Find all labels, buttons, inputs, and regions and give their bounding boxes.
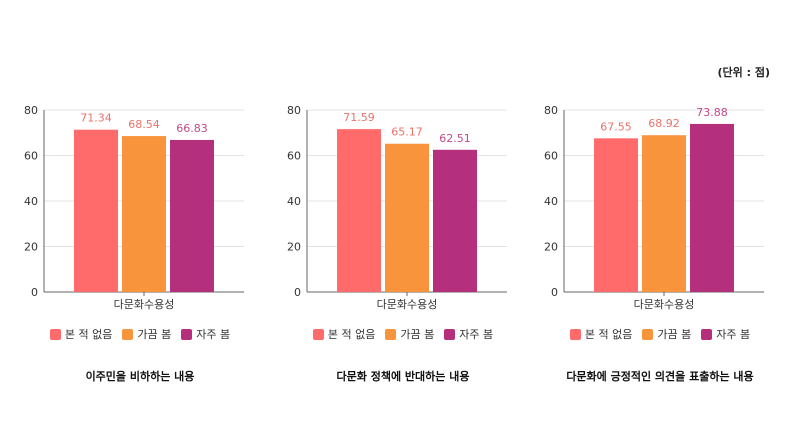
y-tick-label: 60 bbox=[544, 150, 558, 163]
x-category-label: 다문화수용성 bbox=[377, 298, 438, 311]
bar-value-label: 71.34 bbox=[80, 112, 112, 125]
bar-chart-3: 0 20 40 60 80 67.55 68.92 73.88 다문화수용성 bbox=[544, 104, 764, 311]
legend-label: 자주 봄 bbox=[716, 328, 751, 341]
legend-swatch bbox=[569, 328, 581, 340]
y-tick-label: 80 bbox=[287, 104, 301, 117]
bar-3 bbox=[690, 123, 734, 292]
legend-swatch bbox=[444, 328, 456, 340]
legend-item-sometimes: 가끔 봄 bbox=[642, 326, 691, 342]
y-tick-label: 60 bbox=[24, 150, 38, 163]
legend-item-never: 본 적 없음 bbox=[49, 326, 113, 342]
legend-item-sometimes: 가끔 봄 bbox=[385, 326, 434, 342]
bar-value-label: 62.51 bbox=[439, 132, 471, 145]
legend-swatch bbox=[312, 328, 324, 340]
legend-swatch bbox=[181, 328, 193, 340]
x-category-label: 다문화수용성 bbox=[114, 298, 175, 311]
y-tick-label: 0 bbox=[294, 286, 301, 299]
y-tick-label: 20 bbox=[287, 241, 301, 254]
bar-1 bbox=[74, 129, 118, 292]
legend-3: 본 적 없음 가끔 봄 자주 봄 bbox=[540, 326, 780, 342]
legend-swatch bbox=[122, 328, 134, 340]
legend-item-often: 자주 봄 bbox=[444, 326, 493, 342]
unit-label: (단위 : 점) bbox=[717, 66, 770, 79]
y-tick-label: 20 bbox=[24, 241, 38, 254]
legend-label: 가끔 봄 bbox=[137, 328, 172, 341]
bar-value-label: 68.54 bbox=[128, 118, 160, 131]
legend-1: 본 적 없음 가끔 봄 자주 봄 bbox=[20, 326, 260, 342]
chart-panel-1: 0 20 40 60 80 71.34 68.54 66.83 다문화수용성 본 적 없음 가끔… bbox=[20, 98, 260, 398]
y-tick-label: 80 bbox=[544, 104, 558, 117]
legend-label: 자주 봄 bbox=[459, 328, 494, 341]
bar-1 bbox=[337, 129, 381, 292]
y-tick-label: 40 bbox=[287, 195, 301, 208]
legend-item-never: 본 적 없음 bbox=[569, 326, 633, 342]
legend-item-often: 자주 봄 bbox=[701, 326, 750, 342]
legend-label: 자주 봄 bbox=[196, 328, 231, 341]
y-tick-label: 20 bbox=[544, 241, 558, 254]
legend-item-sometimes: 가끔 봄 bbox=[122, 326, 171, 342]
bar-value-label: 73.88 bbox=[696, 106, 728, 119]
chart-caption-1: 이주민을 비하하는 내용 bbox=[85, 370, 195, 383]
bar-chart-1: 0 20 40 60 80 71.34 68.54 66.83 다문화수용성 bbox=[24, 104, 244, 311]
bar-value-label: 65.17 bbox=[391, 126, 423, 139]
chart-caption-2: 다문화 정책에 반대하는 내용 bbox=[336, 370, 470, 383]
bar-3 bbox=[433, 149, 477, 292]
bar-value-label: 71.59 bbox=[343, 111, 375, 124]
legend-item-often: 자주 봄 bbox=[181, 326, 230, 342]
y-tick-label: 40 bbox=[24, 195, 38, 208]
y-tick-label: 80 bbox=[24, 104, 38, 117]
y-tick-label: 0 bbox=[551, 286, 558, 299]
bar-value-label: 68.92 bbox=[648, 117, 680, 130]
legend-swatch bbox=[701, 328, 713, 340]
y-tick-label: 0 bbox=[31, 286, 38, 299]
legend-2: 본 적 없음 가끔 봄 자주 봄 bbox=[283, 326, 523, 342]
bar-2 bbox=[385, 143, 429, 292]
bar-value-label: 66.83 bbox=[176, 122, 208, 135]
bar-2 bbox=[642, 135, 686, 292]
legend-label: 본 적 없음 bbox=[64, 328, 113, 341]
legend-swatch bbox=[642, 328, 654, 340]
chart-panel-2: 0 20 40 60 80 71.59 65.17 62.51 다문화수용성 본 적 없음 가끔… bbox=[283, 98, 523, 398]
bar-2 bbox=[122, 136, 166, 292]
legend-label: 본 적 없음 bbox=[584, 328, 633, 341]
legend-swatch bbox=[49, 328, 61, 340]
bar-1 bbox=[594, 138, 638, 292]
legend-item-never: 본 적 없음 bbox=[312, 326, 376, 342]
legend-label: 가끔 봄 bbox=[657, 328, 692, 341]
y-tick-label: 40 bbox=[544, 195, 558, 208]
x-category-label: 다문화수용성 bbox=[634, 298, 695, 311]
legend-label: 본 적 없음 bbox=[327, 328, 376, 341]
bar-value-label: 67.55 bbox=[600, 120, 632, 133]
chart-panel-3: 0 20 40 60 80 67.55 68.92 73.88 다문화수용성 본 적 없음 가끔… bbox=[540, 98, 780, 398]
bar-3 bbox=[170, 139, 214, 292]
y-tick-label: 60 bbox=[287, 150, 301, 163]
bar-chart-2: 0 20 40 60 80 71.59 65.17 62.51 다문화수용성 bbox=[287, 104, 507, 311]
chart-caption-3: 다문화에 긍정적인 의견을 표출하는 내용 bbox=[566, 370, 754, 383]
legend-swatch bbox=[385, 328, 397, 340]
legend-label: 가끔 봄 bbox=[400, 328, 435, 341]
